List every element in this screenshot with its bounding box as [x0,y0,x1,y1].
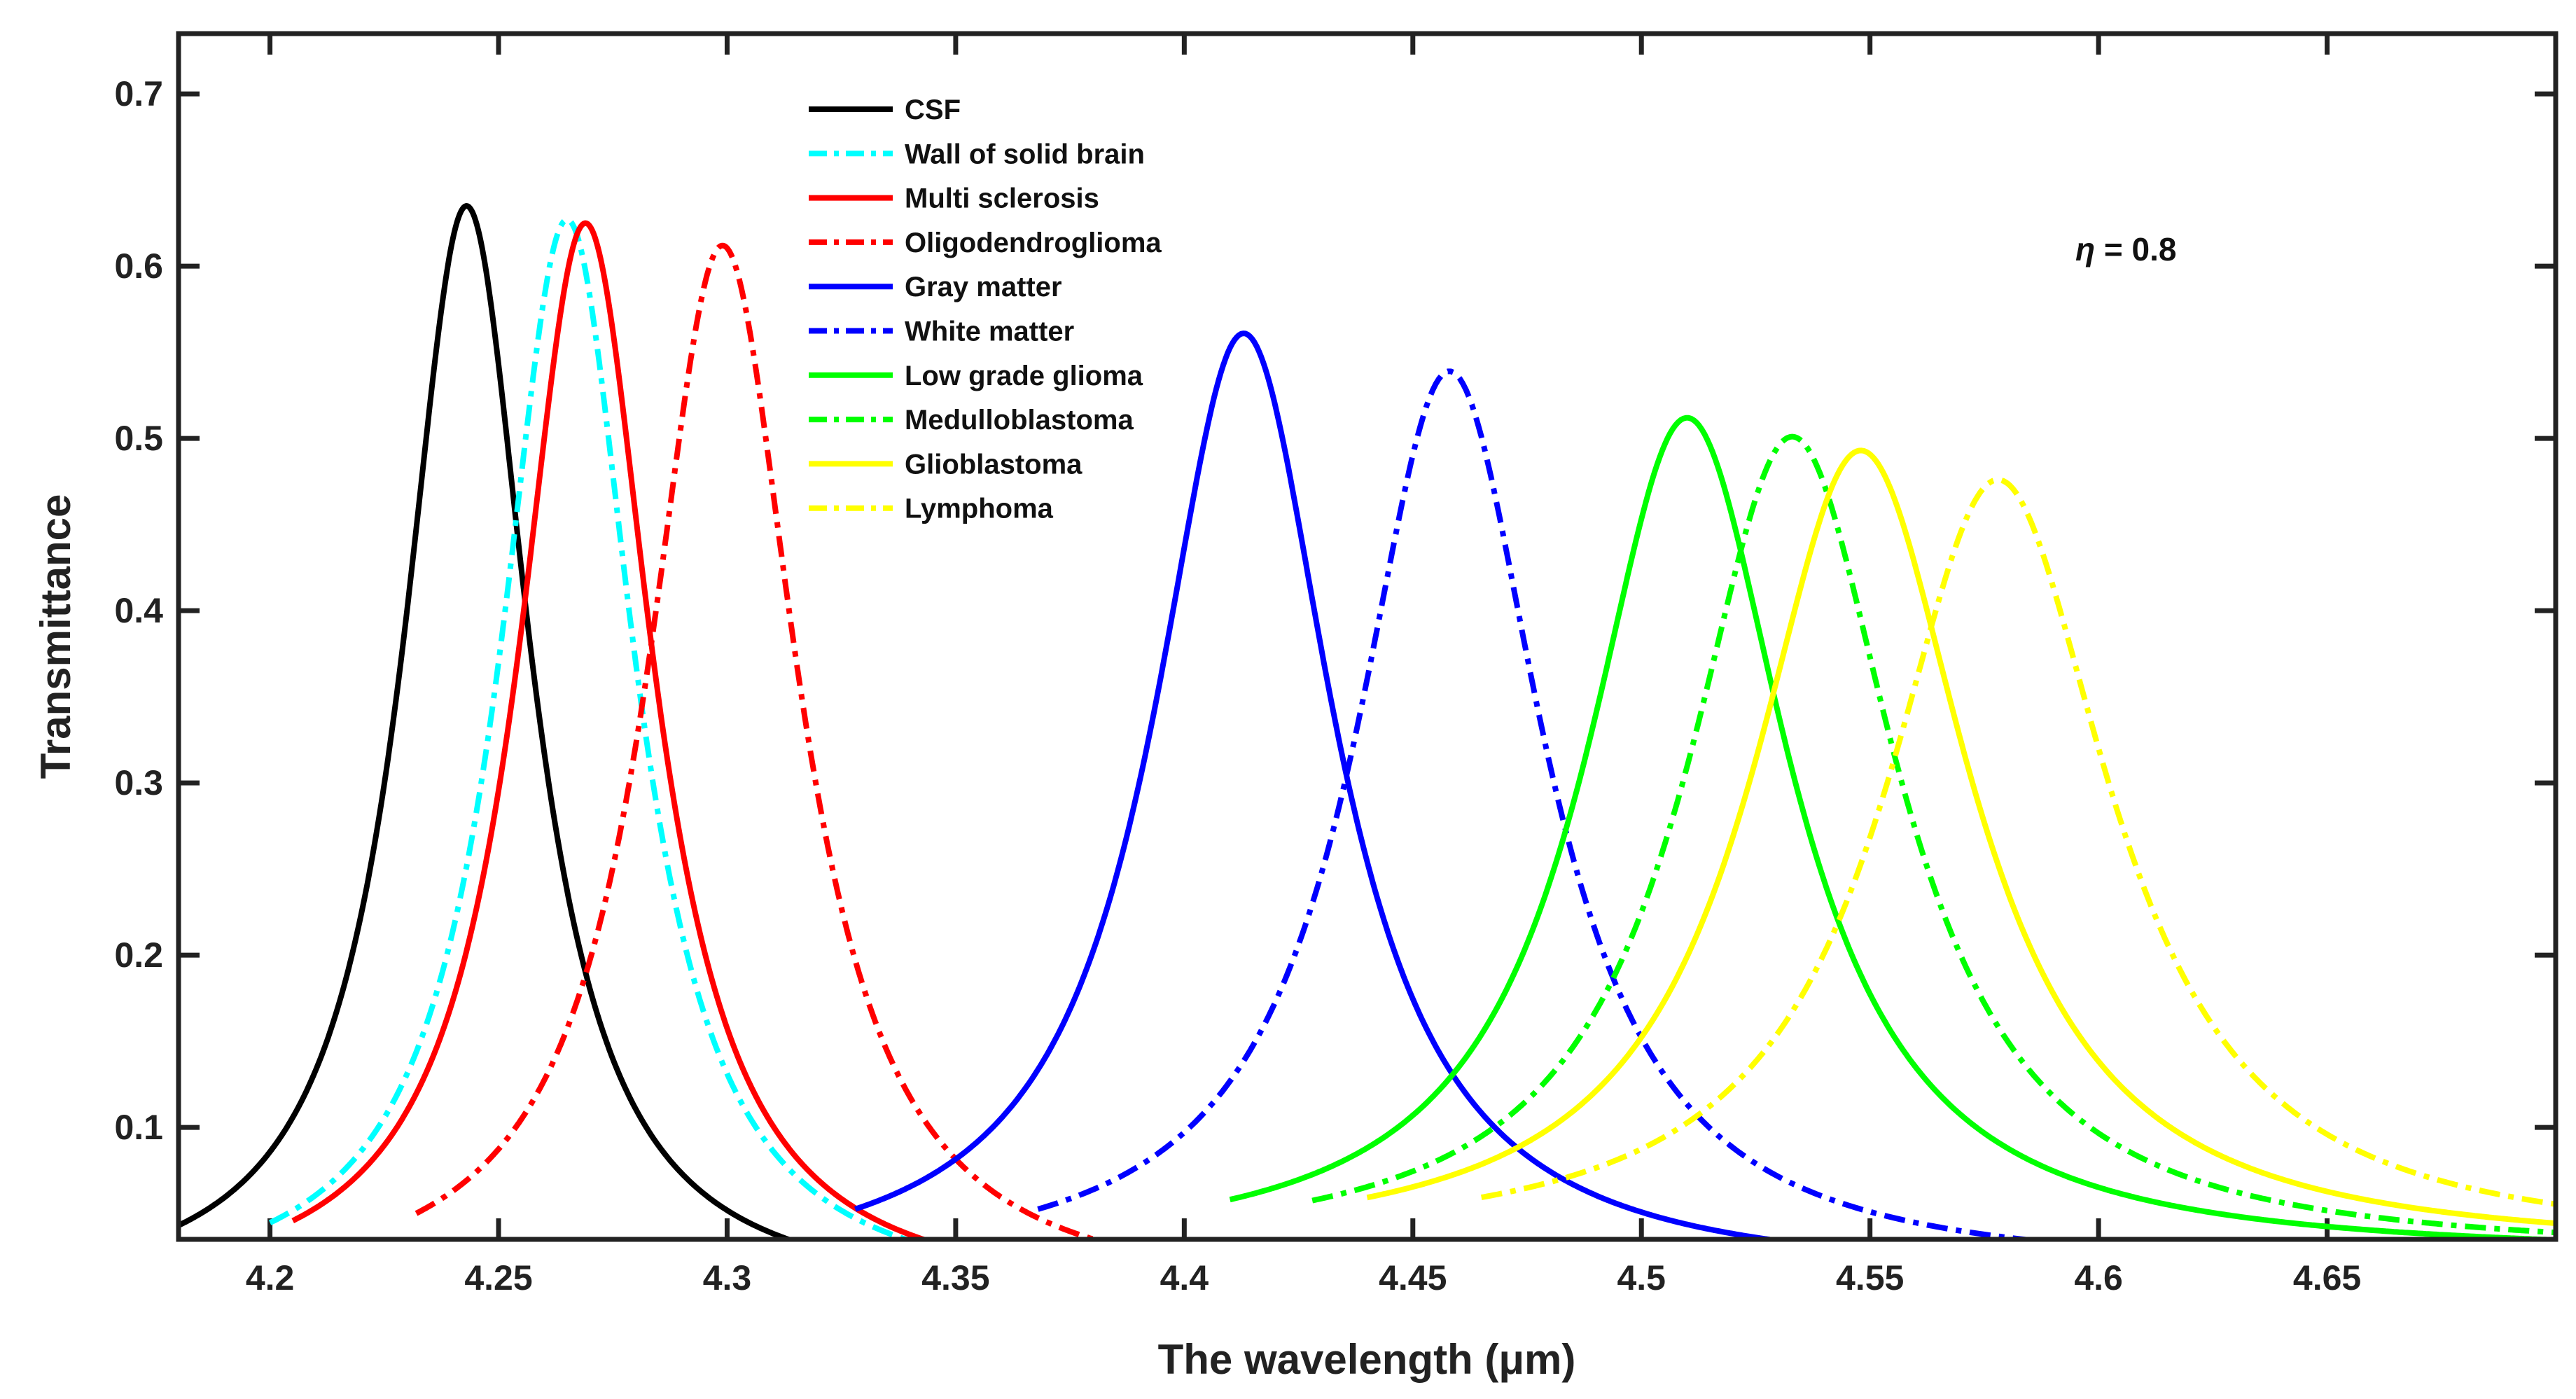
legend-label-csf: CSF [905,95,961,125]
series-glioblastoma [1366,447,2556,1226]
x-tick-label-0: 4.2 [246,1258,295,1297]
x-tick-labels: 4.2 4.25 4.3 4.35 4.4 4.45 4.5 4.55 4.6 4.65 [246,1258,2361,1297]
y-tick-label-5: 0.6 [114,246,163,286]
x-tick-label-7: 4.55 [1836,1258,1904,1297]
y-tick-label-4: 0.5 [114,419,163,458]
x-tick-label-6: 4.5 [1617,1258,1666,1297]
y-axis-label: Transmittance [32,494,79,779]
legend-label-lymphoma: Lymphoma [905,494,1054,524]
x-tick-label-9: 4.65 [2293,1258,2361,1297]
series-csf [179,203,798,1239]
series-medulloblastoma [1311,433,2556,1236]
series-white-matter [1037,368,2049,1239]
axis-ticks [179,34,2556,1239]
legend-label-multi-sclerosis: Multi sclerosis [905,183,1099,214]
series-low-grade-glioma [1229,415,2556,1239]
plot-frame [176,31,2558,1242]
legend: CSF Wall of solid brain Multi sclerosis Oli… [809,95,1162,524]
series-multi-sclerosis [291,220,933,1239]
y-tick-label-3: 0.4 [114,591,163,630]
series-gray-matter [854,330,1789,1239]
legend-label-gray-matter: Gray matter [905,272,1062,302]
legend-label-oligodendroglioma: Oligodendroglioma [905,228,1162,258]
series-oligodendroglioma [415,242,1104,1239]
legend-label-low-grade-glioma: Low grade glioma [905,361,1143,391]
eta-annotation: η = 0.8 [2075,231,2176,267]
y-tick-label-1: 0.2 [114,935,163,975]
legend-label-wall-of-solid-brain: Wall of solid brain [905,139,1145,169]
x-tick-label-8: 4.6 [2074,1258,2123,1297]
x-tick-label-1: 4.25 [464,1258,532,1297]
y-tick-label-0: 0.1 [114,1108,163,1147]
y-tick-label-6: 0.7 [114,74,163,113]
series-lymphoma [1480,477,2556,1207]
x-tick-label-2: 4.3 [703,1258,752,1297]
legend-label-medulloblastoma: Medulloblastoma [905,405,1134,436]
x-axis-label: The wavelength (μm) [1158,1336,1576,1383]
eta-symbol: η [2075,231,2095,267]
y-tick-label-2: 0.3 [114,763,163,802]
legend-label-glioblastoma: Glioblastoma [905,449,1082,480]
series-wall-of-solid-brain [268,216,915,1239]
legend-label-white-matter: White matter [905,316,1074,347]
x-tick-label-3: 4.35 [921,1258,989,1297]
eta-value: = 0.8 [2095,231,2176,267]
y-tick-labels: 0.1 0.2 0.3 0.4 0.5 0.6 0.7 [114,74,163,1147]
x-tick-label-4: 4.4 [1160,1258,1209,1297]
series-layer [179,203,2556,1239]
x-tick-label-5: 4.45 [1379,1258,1447,1297]
